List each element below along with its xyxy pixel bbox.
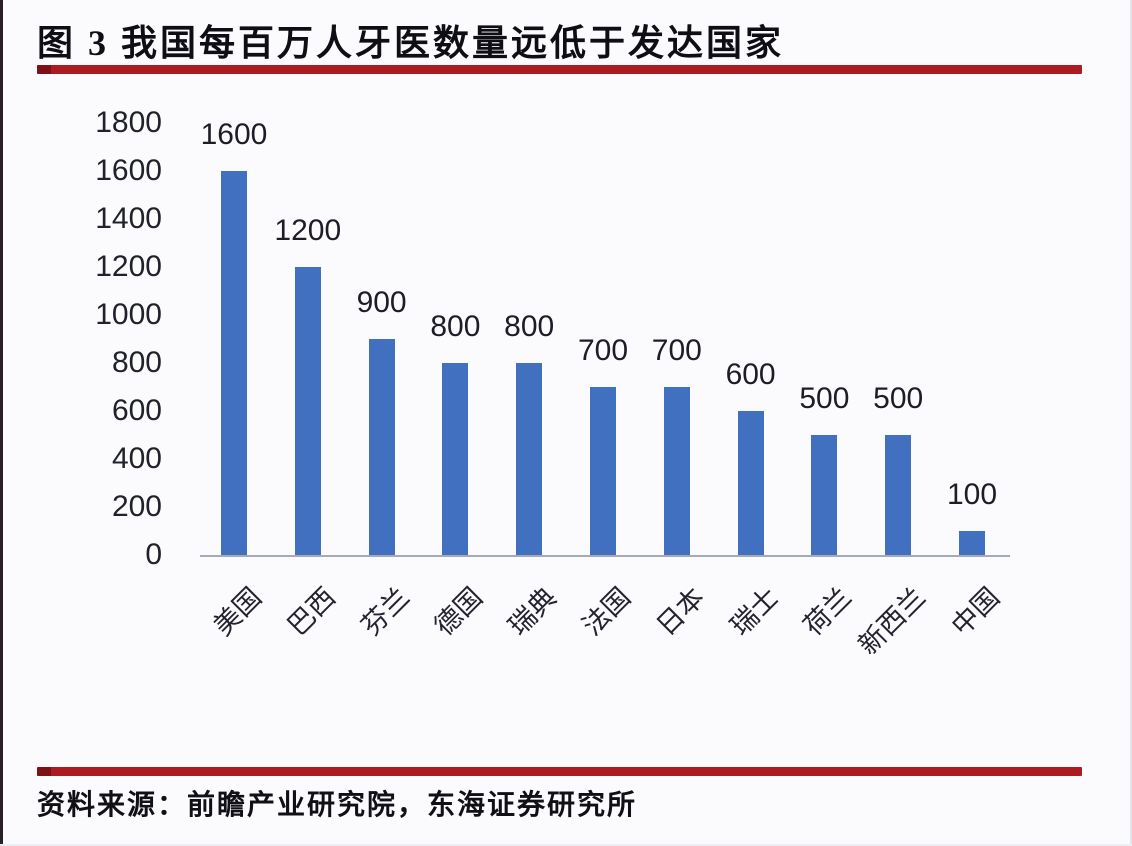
x-category-label: 瑞士 bbox=[724, 582, 784, 642]
y-tick-label: 400 bbox=[111, 442, 162, 475]
bar bbox=[959, 531, 985, 555]
bar bbox=[516, 363, 543, 555]
bar bbox=[885, 435, 912, 555]
bar bbox=[294, 267, 321, 555]
y-tick-label: 200 bbox=[111, 490, 162, 523]
bar-value-label: 800 bbox=[430, 310, 481, 343]
x-category-label: 巴西 bbox=[281, 582, 342, 642]
y-tick-label: 1400 bbox=[95, 202, 162, 235]
y-tick-label: 800 bbox=[111, 346, 162, 379]
bar bbox=[811, 435, 838, 555]
y-tick-label: 1600 bbox=[95, 154, 162, 187]
x-axis-line bbox=[200, 555, 1010, 557]
bar-value-label: 700 bbox=[651, 334, 702, 367]
x-category-label: 新西兰 bbox=[852, 582, 932, 661]
bar-value-label: 700 bbox=[577, 334, 629, 367]
x-category-label: 瑞典 bbox=[503, 582, 563, 642]
bar-value-label: 600 bbox=[725, 358, 776, 391]
bar-value-label: 1200 bbox=[274, 214, 342, 247]
source-text: 资料来源：前瞻产业研究院，东海证券研究所 bbox=[37, 790, 638, 821]
y-tick-label: 600 bbox=[111, 394, 162, 427]
bar bbox=[590, 387, 616, 555]
bar bbox=[737, 411, 764, 555]
y-tick-label: 1000 bbox=[95, 298, 162, 331]
figure-title: 图 3 我国每百万人牙医数量远低于发达国家 bbox=[37, 23, 785, 63]
x-category-label: 中国 bbox=[945, 582, 1006, 642]
bar bbox=[221, 171, 247, 555]
x-category-label: 德国 bbox=[429, 582, 489, 642]
bar-value-label: 500 bbox=[873, 382, 924, 415]
y-tick-label: 0 bbox=[145, 538, 162, 571]
x-category-label: 荷兰 bbox=[798, 582, 858, 642]
bar-value-label: 100 bbox=[946, 478, 998, 511]
bar-value-label: 800 bbox=[504, 310, 555, 343]
y-tick-label: 1800 bbox=[95, 106, 162, 139]
bar bbox=[442, 363, 469, 555]
bar bbox=[663, 387, 690, 555]
bar-value-label: 1600 bbox=[200, 118, 268, 151]
source-rule bbox=[37, 767, 1082, 776]
bar-value-label: 500 bbox=[799, 382, 850, 415]
title-rule bbox=[37, 65, 1082, 74]
x-category-label: 美国 bbox=[207, 582, 268, 642]
x-category-label: 芬兰 bbox=[355, 582, 415, 642]
panel-bottom-border bbox=[0, 844, 1132, 846]
panel-right-border bbox=[1130, 0, 1132, 846]
x-category-label: 法国 bbox=[576, 582, 637, 642]
y-tick-label: 1200 bbox=[95, 250, 162, 283]
bar-value-label: 900 bbox=[356, 286, 407, 319]
bar bbox=[368, 339, 395, 555]
panel-left-border bbox=[0, 0, 3, 846]
x-category-label: 日本 bbox=[650, 582, 711, 642]
